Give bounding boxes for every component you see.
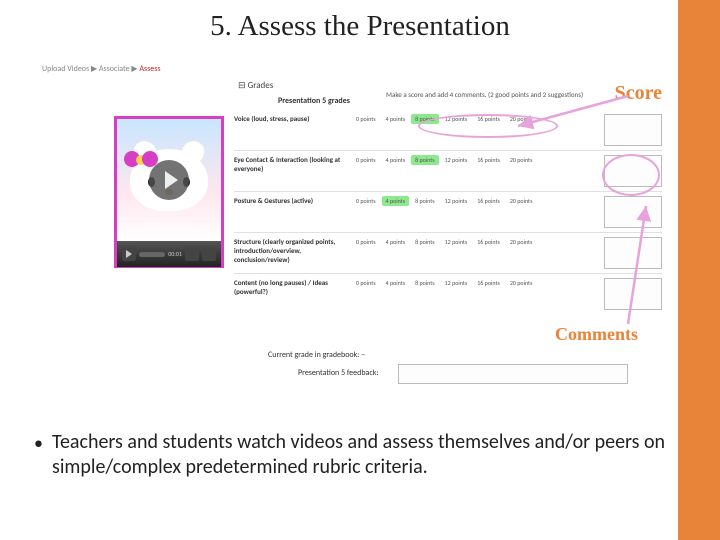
point-option[interactable]: 16 points bbox=[473, 278, 504, 288]
seek-bar[interactable] bbox=[139, 252, 165, 257]
bullet-text: Teachers and students watch videos and a… bbox=[52, 430, 665, 479]
points-scale: 0 points4 points8 points12 points16 poin… bbox=[352, 155, 598, 165]
rubric-row: Voice (loud, stress, pause)0 points4 poi… bbox=[234, 110, 662, 150]
play-overlay-button[interactable] bbox=[149, 160, 189, 200]
point-option[interactable]: 4 points bbox=[382, 114, 410, 124]
rubric-row: Structure (clearly organized points, int… bbox=[234, 232, 662, 273]
point-option[interactable]: 4 points bbox=[382, 278, 410, 288]
gradebook-label: Current grade in gradebook: – bbox=[268, 350, 365, 360]
point-option[interactable]: 0 points bbox=[352, 196, 380, 206]
play-small-icon bbox=[126, 250, 132, 258]
point-option[interactable]: 20 points bbox=[506, 114, 537, 124]
slide-bullet: • Teachers and students watch videos and… bbox=[52, 430, 692, 480]
criterion-label: Posture & Gestures (active) bbox=[234, 196, 352, 205]
point-option[interactable]: 16 points bbox=[473, 114, 504, 124]
criterion-label: Eye Contact & Interaction (looking at ev… bbox=[234, 155, 352, 173]
app-screenshot: Upload Videos ▶ Associate ▶ Assess ⊟ Gra… bbox=[38, 60, 668, 400]
presentation-title: Presentation 5 grades bbox=[278, 96, 350, 106]
point-option[interactable]: 0 points bbox=[352, 155, 380, 165]
point-option[interactable]: 20 points bbox=[506, 237, 537, 247]
comment-input[interactable] bbox=[604, 196, 662, 228]
point-option[interactable]: 12 points bbox=[441, 155, 472, 165]
rubric-table: Voice (loud, stress, pause)0 points4 poi… bbox=[234, 110, 662, 314]
criterion-label: Content (no long pauses) / Ideas (powerf… bbox=[234, 278, 352, 296]
point-option[interactable]: 12 points bbox=[441, 237, 472, 247]
point-option[interactable]: 20 points bbox=[506, 278, 537, 288]
point-option[interactable]: 16 points bbox=[473, 155, 504, 165]
rubric-row: Content (no long pauses) / Ideas (powerf… bbox=[234, 273, 662, 314]
grades-section-header[interactable]: ⊟ Grades bbox=[238, 80, 273, 91]
point-option[interactable]: 16 points bbox=[473, 237, 504, 247]
point-option[interactable]: 4 points bbox=[382, 155, 410, 165]
point-option[interactable]: 4 points bbox=[382, 237, 410, 247]
point-option[interactable]: 8 points bbox=[411, 114, 439, 124]
comment-input[interactable] bbox=[604, 155, 662, 187]
fullscreen-button[interactable] bbox=[202, 247, 216, 261]
slide-title: 5. Assess the Presentation bbox=[0, 10, 720, 43]
play-icon bbox=[165, 171, 178, 189]
point-option[interactable]: 16 points bbox=[473, 196, 504, 206]
rubric-row: Posture & Gestures (active)0 points4 poi… bbox=[234, 191, 662, 232]
point-option[interactable]: 12 points bbox=[441, 278, 472, 288]
annotation-comments-label: Comments bbox=[555, 324, 638, 345]
annotation-score-label: Score bbox=[615, 82, 662, 105]
points-scale: 0 points4 points8 points12 points16 poin… bbox=[352, 237, 598, 247]
video-time: 00:01 bbox=[168, 250, 182, 258]
bullet-marker: • bbox=[34, 432, 43, 455]
feedback-label: Presentation 5 feedback: bbox=[298, 368, 379, 378]
criterion-label: Structure (clearly organized points, int… bbox=[234, 237, 352, 264]
point-option[interactable]: 12 points bbox=[441, 196, 472, 206]
criterion-label: Voice (loud, stress, pause) bbox=[234, 114, 352, 123]
comment-input[interactable] bbox=[604, 114, 662, 146]
point-option[interactable]: 8 points bbox=[411, 155, 439, 165]
rubric-row: Eye Contact & Interaction (looking at ev… bbox=[234, 150, 662, 191]
point-option[interactable]: 8 points bbox=[411, 278, 439, 288]
video-thumbnail[interactable] bbox=[117, 119, 221, 241]
comment-input[interactable] bbox=[604, 278, 662, 310]
points-scale: 0 points4 points8 points12 points16 poin… bbox=[352, 114, 598, 124]
point-option[interactable]: 20 points bbox=[506, 196, 537, 206]
point-option[interactable]: 8 points bbox=[411, 196, 439, 206]
point-option[interactable]: 8 points bbox=[411, 237, 439, 247]
point-option[interactable]: 4 points bbox=[382, 196, 410, 206]
breadcrumb-prefix: Upload Videos ▶ Associate ▶ bbox=[42, 64, 139, 74]
rubric-instructions: Make a score and add 4 comments. (2 good… bbox=[386, 90, 583, 99]
video-controls: 00:01 bbox=[117, 241, 221, 267]
point-option[interactable]: 0 points bbox=[352, 237, 380, 247]
volume-button[interactable] bbox=[185, 247, 199, 261]
point-option[interactable]: 0 points bbox=[352, 278, 380, 288]
point-option[interactable]: 12 points bbox=[441, 114, 472, 124]
points-scale: 0 points4 points8 points12 points16 poin… bbox=[352, 196, 598, 206]
feedback-input[interactable] bbox=[398, 364, 628, 384]
breadcrumb-current: Assess bbox=[139, 64, 160, 74]
breadcrumb: Upload Videos ▶ Associate ▶ Assess bbox=[42, 64, 160, 74]
video-player: 00:01 bbox=[114, 116, 224, 268]
point-option[interactable]: 0 points bbox=[352, 114, 380, 124]
play-button[interactable] bbox=[122, 247, 136, 261]
points-scale: 0 points4 points8 points12 points16 poin… bbox=[352, 278, 598, 288]
point-option[interactable]: 20 points bbox=[506, 155, 537, 165]
comment-input[interactable] bbox=[604, 237, 662, 269]
